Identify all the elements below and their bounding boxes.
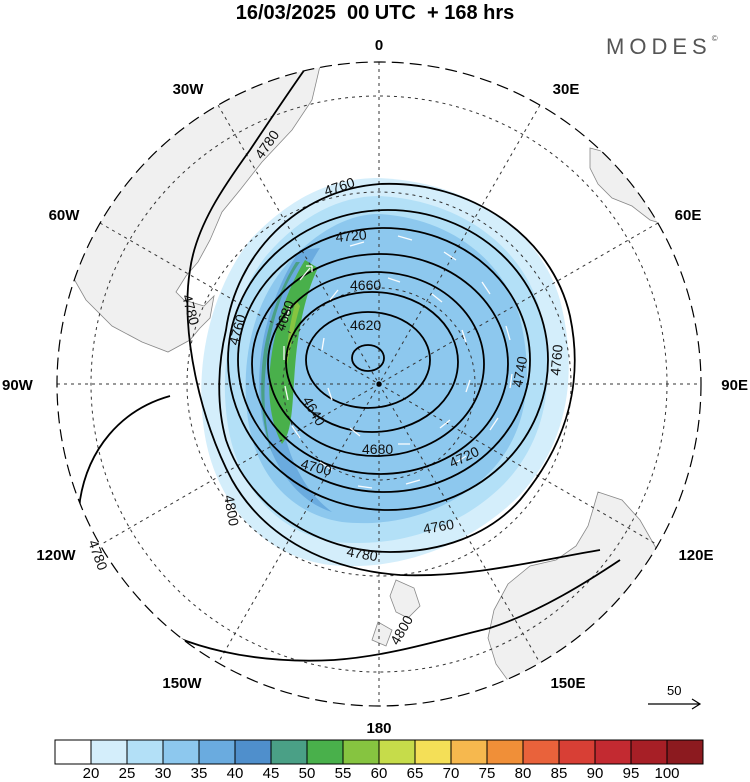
colorbar-tick-label: 25 [118,765,136,782]
wind-band-30 [245,214,527,524]
contour-label: 4660 [350,277,381,293]
lon-label-90e: 90E [721,377,748,394]
map-title: 16/03/2025 00 UTC + 168 hrs [235,2,515,24]
colorbar-tick-label: 45 [262,765,280,782]
colorbar-tick-label: 90 [586,765,604,782]
colorbar-tick-label: 50 [298,765,316,782]
contour-label: 4760 [225,312,249,346]
contour-label: 4760 [422,516,456,537]
vector-scale-label: 50 [667,683,682,698]
lon-label-120w: 120W [36,547,76,564]
contour-label: 4780 [345,543,379,564]
contour-4660 [285,291,459,433]
colorbar-tick-label: 75 [478,765,496,782]
colorbar [54,739,704,765]
colorbar-bin [486,739,524,765]
lon-label-120e: 120E [678,547,713,564]
contour-4740 [227,209,549,511]
lon-label-30e: 30E [553,81,580,98]
colorbar-tick-label: 100 [654,765,680,782]
lon-label-90w: 90W [2,377,34,394]
lon-label-30w: 30W [173,81,205,98]
contour-4720 [237,227,531,493]
colorbar-bin [450,739,488,765]
colorbar-tick-label: 35 [190,765,208,782]
contour-label: 4700 [299,455,333,479]
colorbar-bin [666,739,704,765]
contour-label: 4740 [509,355,530,389]
map-boundary [56,61,702,707]
colorbar-bin [198,739,236,765]
colorbar-tick-label: 55 [334,765,352,782]
new-zealand-land [371,579,421,647]
colorbar-bin [54,739,92,765]
colorbar-bin [126,739,164,765]
colorbar-tick-label: 70 [442,765,460,782]
colorbar-bin [234,739,272,765]
colorbar-tick-label: 40 [226,765,244,782]
contour-label: 4780 [179,293,203,327]
brand-logo: MODES© [606,34,718,59]
lon-label-0: 0 [375,37,383,54]
colorbar-tick-label: 60 [370,765,388,782]
colorbar-tick-label: 80 [514,765,532,782]
contour-4640 [305,311,431,409]
wind-vectors [283,235,513,489]
colorbar-tick-label: 85 [550,765,568,782]
height-contours [78,62,621,662]
colorbar-tick-label: 95 [622,765,640,782]
south-pole-marker [376,381,382,387]
longitude-labels: 0 180 90W 90E 30W 60W 30E 60E 120W 150W … [2,37,748,737]
colorbar-bin [378,739,416,765]
contour-4680 [267,271,485,457]
colorbar-bin [90,739,128,765]
colorbar-tick-label: 20 [82,765,100,782]
colorbar-bin [162,739,200,765]
colorbar-bin [630,739,668,765]
colorbar-bin [558,739,596,765]
contour-label: 4800 [221,494,242,528]
contour-label: 4720 [335,226,368,245]
contour-4700 [251,253,509,475]
contour-label: 4680 [362,441,393,457]
lon-label-60e: 60E [675,207,702,224]
lon-label-150w: 150W [162,675,202,692]
contour-4780 [186,62,601,577]
colorbar-tick-label: 65 [406,765,424,782]
vector-scale-arrow [648,698,702,710]
polar-map: 4780 4760 4720 4680 4660 4620 4640 4780 … [2,37,748,737]
contour-4800 [78,395,621,662]
colorbar-bin [594,739,632,765]
colorbar-bin [270,739,308,765]
colorbar-tick-label: 30 [154,765,172,782]
lon-label-60w: 60W [49,207,81,224]
contour-4760 [218,183,576,553]
colorbar-bin [342,739,380,765]
contour-label: 4760 [547,344,566,377]
colorbar-bin [414,739,452,765]
lon-label-180: 180 [366,720,391,737]
wind-band-60 [286,300,300,370]
contour-4620 [351,344,385,372]
colorbar-bin [522,739,560,765]
contour-label: 4620 [350,317,381,333]
lon-label-150e: 150E [550,675,585,692]
wind-band-35 [259,248,332,512]
colorbar-bin [306,739,344,765]
wind-band-50 [269,260,318,444]
